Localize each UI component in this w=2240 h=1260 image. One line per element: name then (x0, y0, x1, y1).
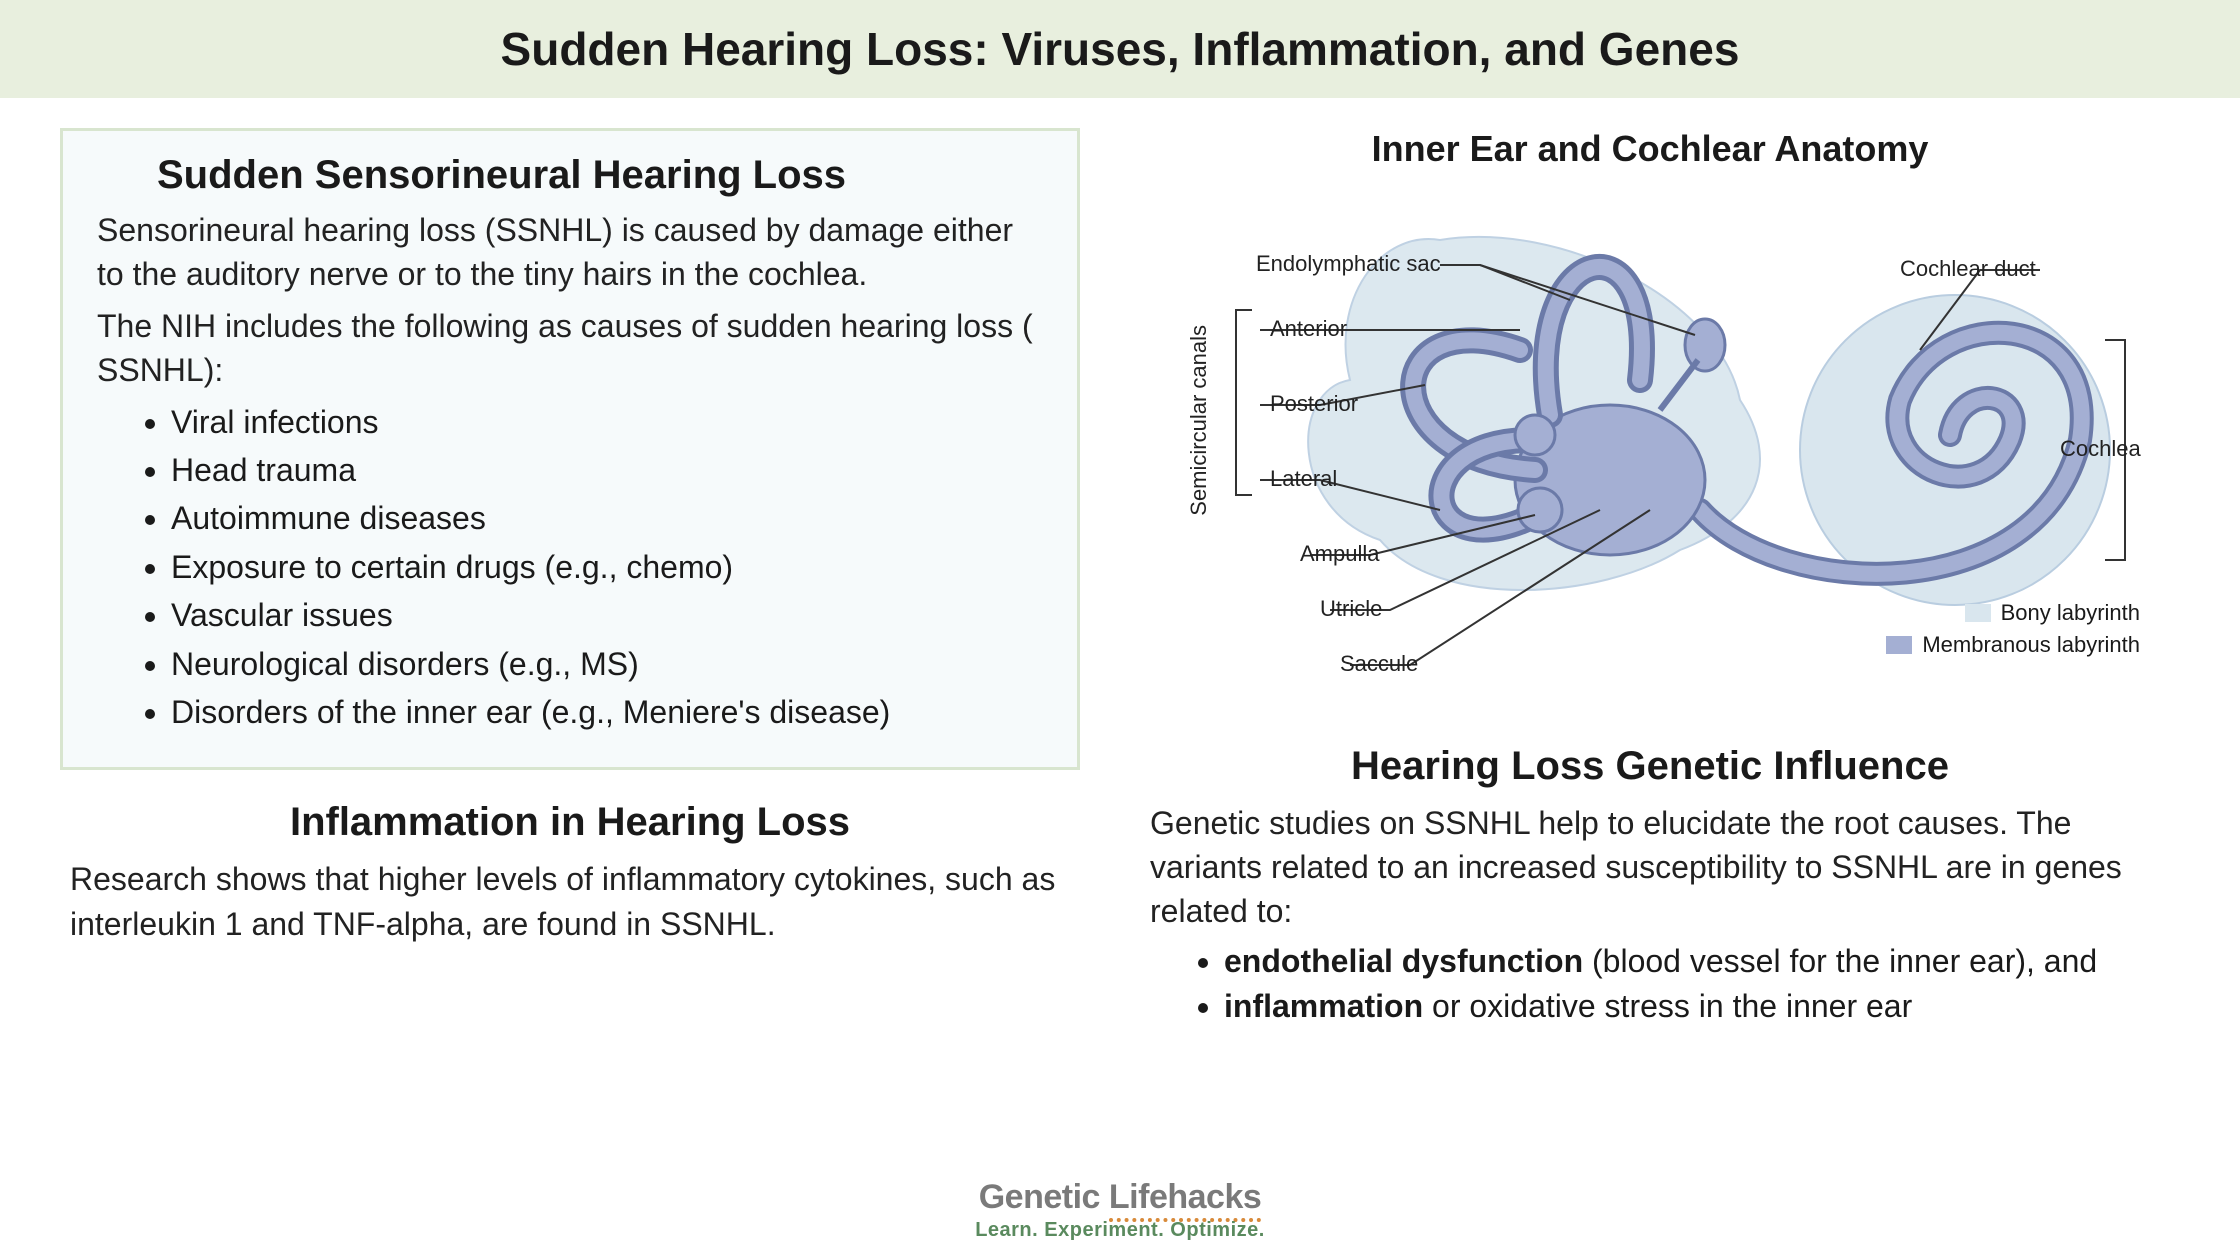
ssnhl-para2: The NIH includes the following as causes… (97, 304, 1043, 392)
item-rest: or oxidative stress in the inner ear (1423, 988, 1912, 1024)
label-posterior: Posterior (1270, 391, 1358, 417)
bold-term: inflammation (1224, 988, 1423, 1024)
label-anterior: Anterior (1270, 316, 1347, 342)
swatch-membranous-icon (1886, 636, 1912, 654)
brand-word-b: Lifehacks (1109, 1178, 1261, 1222)
ssnhl-para1: Sensorineural hearing loss (SSNHL) is ca… (97, 208, 1043, 296)
label-cochlea: Cochlea (2060, 436, 2141, 462)
label-lateral: Lateral (1270, 466, 1337, 492)
label-ampulla: Ampulla (1300, 541, 1379, 567)
swatch-bony-icon (1965, 604, 1991, 622)
inflammation-heading: Inflammation in Hearing Loss (70, 800, 1070, 845)
label-semicircular: Semicircular canals (1186, 325, 1212, 516)
genetic-list: endothelial dysfunction (blood vessel fo… (1150, 939, 2150, 1029)
list-item: Vascular issues (171, 592, 1043, 638)
list-item: Autoimmune diseases (171, 495, 1043, 541)
brand-word-a: Genetic (979, 1178, 1109, 1216)
list-item: endothelial dysfunction (blood vessel fo… (1224, 939, 2150, 984)
title-bar: Sudden Hearing Loss: Viruses, Inflammati… (0, 0, 2240, 98)
label-endolymphatic-sac: Endolymphatic sac (1256, 251, 1441, 277)
content-row: Sudden Sensorineural Hearing Loss Sensor… (0, 98, 2240, 1029)
item-rest: (blood vessel for the inner ear), and (1583, 943, 2097, 979)
inner-ear-diagram: Semicircular canals Endolymphatic sac An… (1140, 180, 2160, 720)
page-title: Sudden Hearing Loss: Viruses, Inflammati… (0, 22, 2240, 76)
left-column: Sudden Sensorineural Hearing Loss Sensor… (60, 128, 1080, 1029)
legend-membranous: Membranous labyrinth (1886, 632, 2140, 658)
ssnhl-heading: Sudden Sensorineural Hearing Loss (97, 153, 1043, 198)
list-item: Viral infections (171, 399, 1043, 445)
footer: Genetic Lifehacks Learn. Experiment. Opt… (0, 1178, 2240, 1242)
list-item: Head trauma (171, 447, 1043, 493)
bold-term: endothelial dysfunction (1224, 943, 1583, 979)
ssnhl-causes-list: Viral infections Head trauma Autoimmune … (97, 399, 1043, 736)
genetic-intro: Genetic studies on SSNHL help to elucida… (1150, 801, 2150, 933)
genetic-block: Hearing Loss Genetic Influence Genetic s… (1140, 744, 2160, 1029)
legend-bony: Bony labyrinth (1965, 600, 2140, 626)
genetic-heading: Hearing Loss Genetic Influence (1150, 744, 2150, 789)
footer-brand: Genetic Lifehacks (0, 1178, 2240, 1217)
list-item: Exposure to certain drugs (e.g., chemo) (171, 544, 1043, 590)
inflammation-body: Research shows that higher levels of inf… (70, 857, 1070, 945)
label-utricle: Utricle (1320, 596, 1382, 622)
list-item: inflammation or oxidative stress in the … (1224, 984, 2150, 1029)
label-cochlear-duct: Cochlear duct (1900, 256, 2036, 282)
list-item: Neurological disorders (e.g., MS) (171, 641, 1043, 687)
ssnhl-box: Sudden Sensorineural Hearing Loss Sensor… (60, 128, 1080, 770)
diagram-heading: Inner Ear and Cochlear Anatomy (1140, 128, 2160, 170)
right-column: Inner Ear and Cochlear Anatomy (1140, 128, 2160, 1029)
legend-membranous-label: Membranous labyrinth (1922, 632, 2140, 658)
list-item: Disorders of the inner ear (e.g., Menier… (171, 689, 1043, 735)
footer-tagline: Learn. Experiment. Optimize. (0, 1219, 2240, 1242)
label-saccule: Saccule (1340, 651, 1418, 677)
legend-bony-label: Bony labyrinth (2001, 600, 2140, 626)
inflammation-block: Inflammation in Hearing Loss Research sh… (60, 800, 1080, 945)
